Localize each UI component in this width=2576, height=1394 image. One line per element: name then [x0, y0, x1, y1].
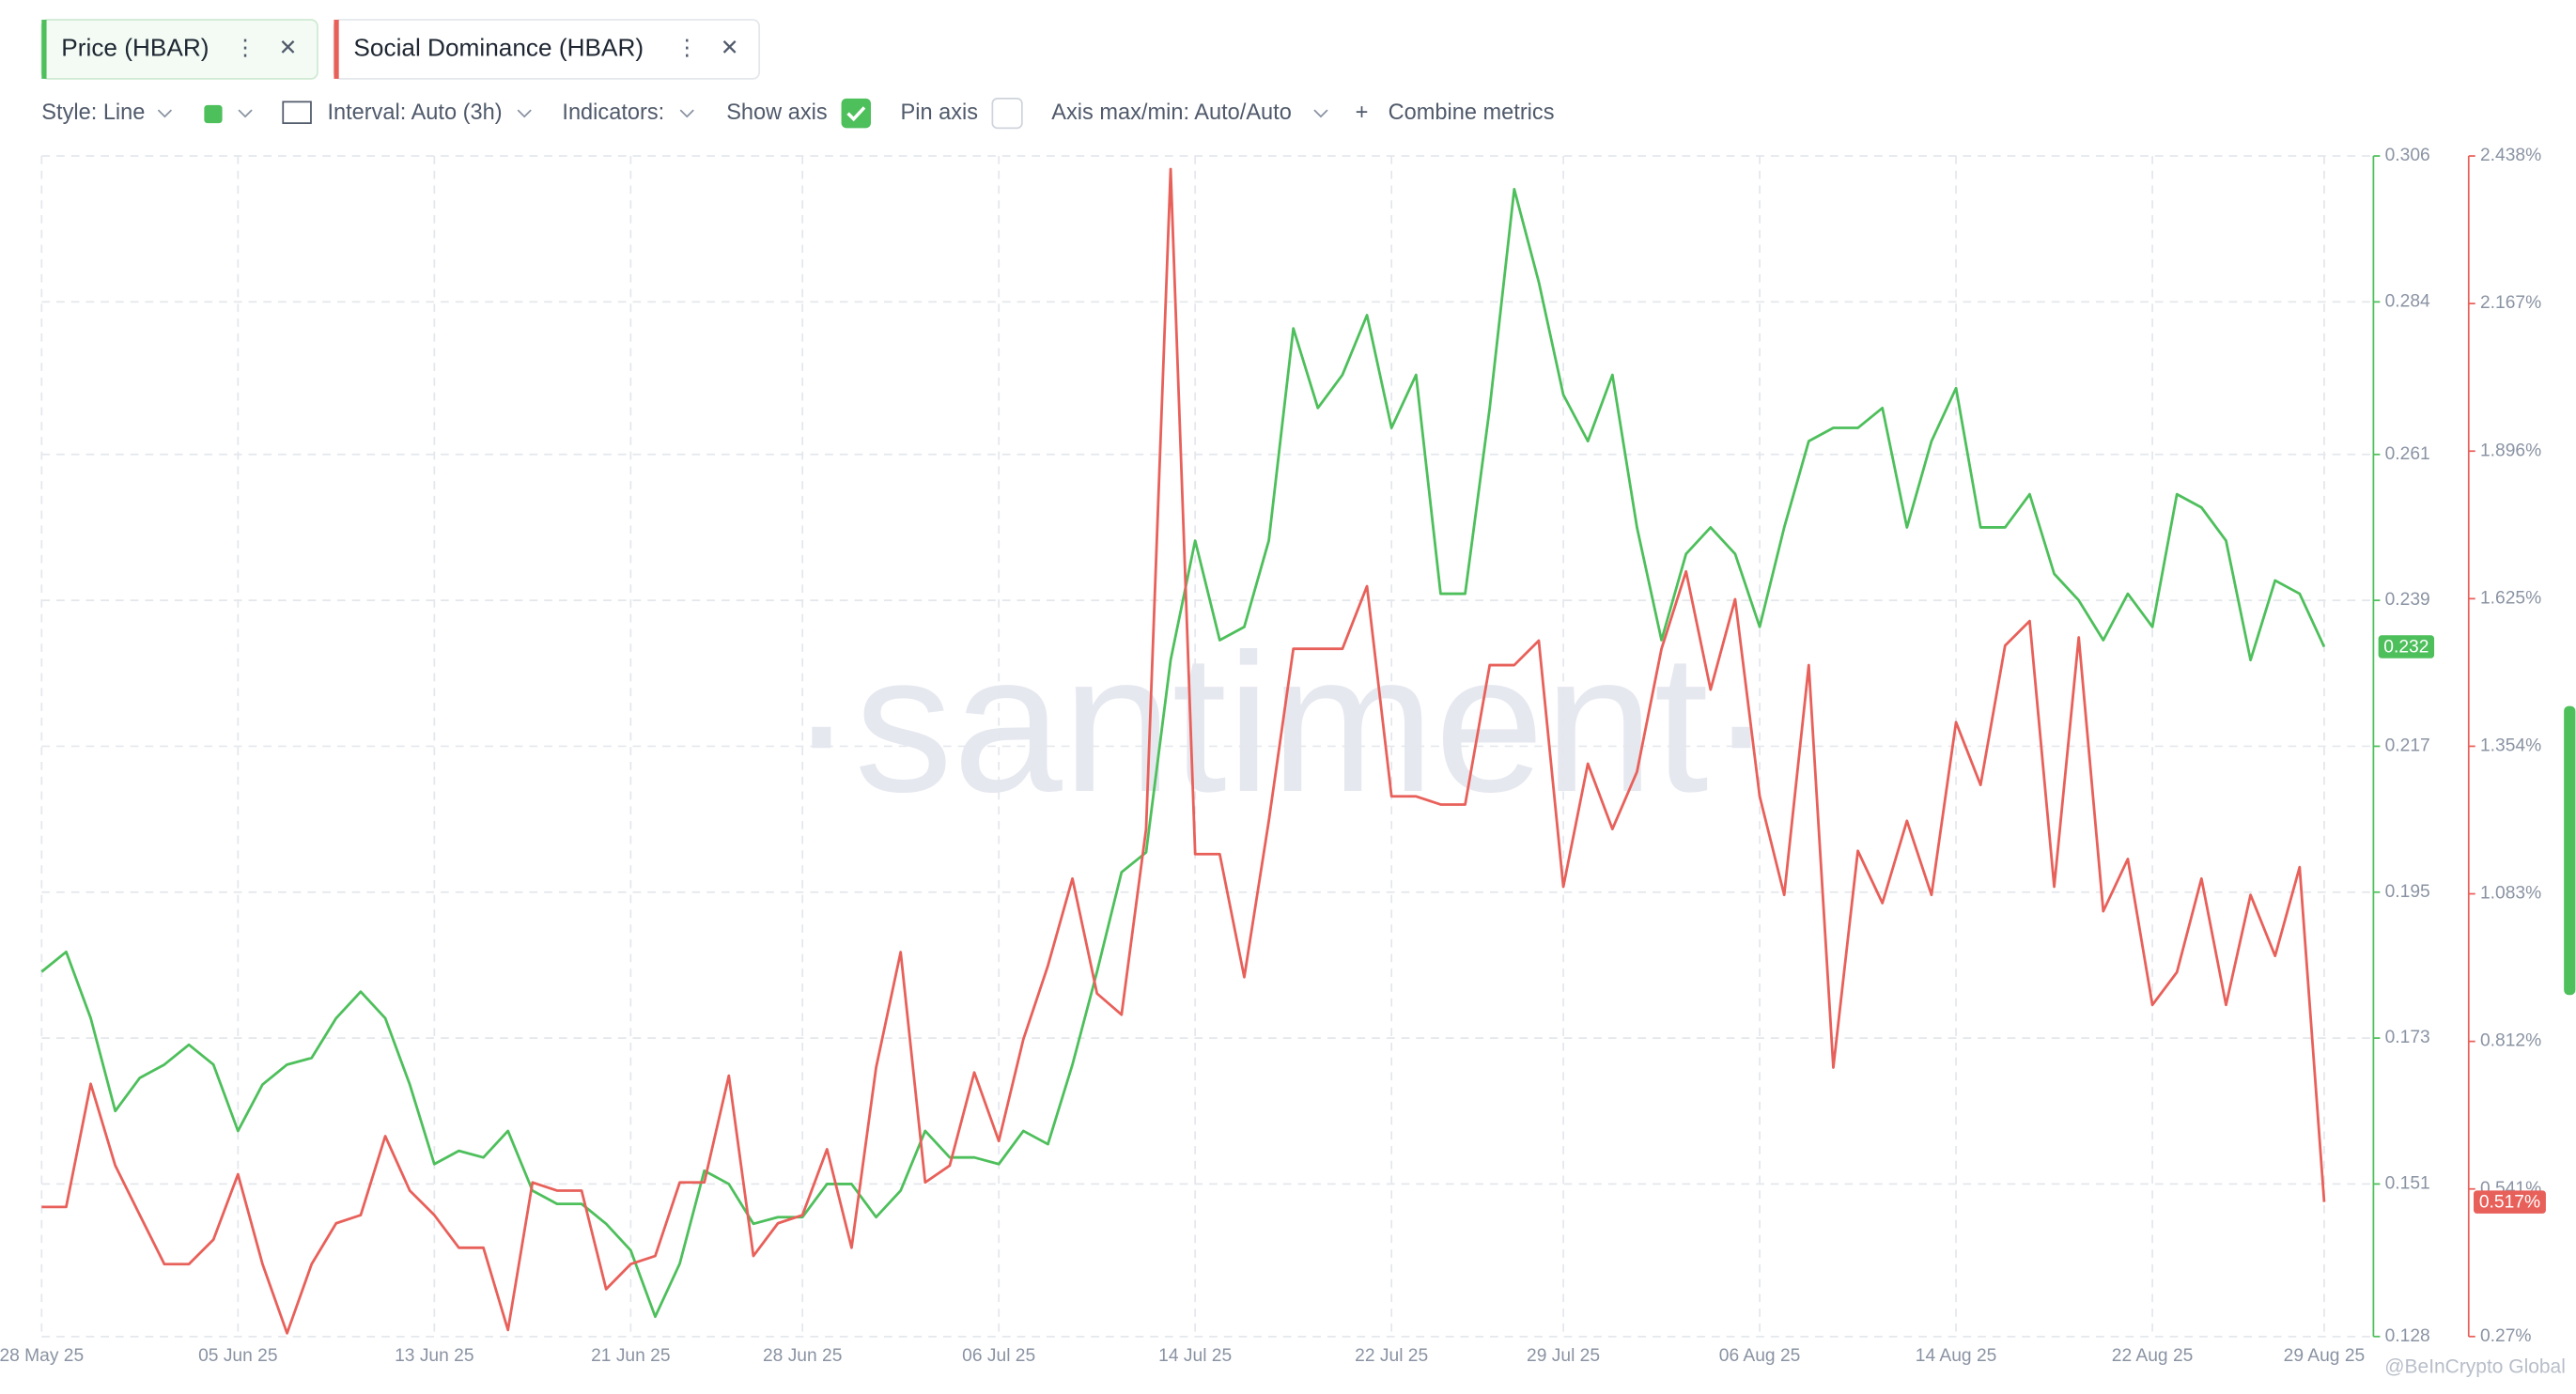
- pin-axis-control[interactable]: Pin axis: [900, 100, 978, 124]
- y2-tick-label: 1.896%: [2480, 441, 2541, 460]
- x-tick-label: 22 Jul 25: [1355, 1346, 1428, 1366]
- y2-tick-label: 0.812%: [2480, 1031, 2541, 1051]
- y-tick-label: 0.306: [2385, 146, 2430, 165]
- last-value-label: 0.232: [2383, 637, 2429, 657]
- y-tick-label: 0.217: [2385, 736, 2430, 756]
- toolbar: Style: Line Interval: Auto (3h) Indicato…: [41, 98, 1555, 130]
- y-tick-label: 0.261: [2385, 444, 2430, 464]
- chevron: [517, 109, 532, 118]
- credit: @BeInCrypto Global: [2384, 1356, 2566, 1378]
- y2-tick-label: 1.083%: [2480, 884, 2541, 904]
- tab-accent: [334, 19, 339, 79]
- tab-menu[interactable]: ⋮: [675, 36, 698, 60]
- x-tick-label: 28 Jun 25: [763, 1346, 842, 1366]
- y-tick-label: 0.128: [2385, 1326, 2430, 1346]
- show-axis-control[interactable]: Show axis: [726, 100, 827, 124]
- last-value-badge: [2474, 1190, 2546, 1214]
- y2-tick-label: 2.167%: [2480, 293, 2541, 313]
- tab-label: Price (HBAR): [61, 33, 209, 61]
- x-tick-label: 05 Jun 25: [198, 1346, 277, 1366]
- checkbox[interactable]: [991, 98, 1023, 130]
- tab-close[interactable]: ✕: [721, 36, 739, 60]
- color-swatch[interactable]: [204, 104, 223, 124]
- x-tick-label: 06 Jul 25: [962, 1346, 1035, 1366]
- series-line: [41, 167, 2326, 1335]
- chevron: [157, 109, 173, 118]
- axis-maxmin-control[interactable]: Axis max/min: Auto/Auto: [1051, 100, 1292, 124]
- combine-control[interactable]: Combine metrics: [1389, 100, 1555, 124]
- x-tick-label: 22 Aug 25: [2112, 1346, 2194, 1366]
- last-value-label: 0.517%: [2479, 1193, 2540, 1213]
- x-tick-label: 28 May 25: [0, 1346, 84, 1366]
- chevron: [1313, 109, 1328, 118]
- y-tick-label: 0.239: [2385, 590, 2430, 610]
- checkbox-checked[interactable]: [841, 98, 872, 129]
- indicators-control[interactable]: Indicators:: [562, 100, 664, 124]
- tab-label: Social Dominance (HBAR): [353, 33, 644, 61]
- chevron: [679, 109, 694, 118]
- y2-tick-label: 2.438%: [2480, 146, 2541, 165]
- plot: 28 May 25 05 Jun 25 13 Jun 25 21 Jun 25 28 J…: [0, 146, 2546, 1366]
- x-tick-label: 13 Jun 25: [395, 1346, 473, 1366]
- checkmark: [846, 106, 866, 122]
- series-line: [40, 187, 2326, 1319]
- tab-close[interactable]: ✕: [279, 36, 298, 60]
- y2-tick-label: 1.354%: [2480, 736, 2541, 756]
- tabs: Price (HBAR) ⋮ ✕ Social Dominance (HBAR)…: [40, 19, 761, 80]
- x-tick-label: 06 Aug 25: [1719, 1346, 1801, 1366]
- x-tick-label: 29 Aug 25: [2284, 1346, 2366, 1366]
- y-tick-label: 0.151: [2385, 1174, 2430, 1194]
- plus-icon: +: [1356, 100, 1369, 124]
- x-tick-label: 14 Jul 25: [1158, 1346, 1232, 1366]
- x-tick-label: 21 Jun 25: [591, 1346, 670, 1366]
- tab-menu[interactable]: ⋮: [234, 36, 256, 60]
- scroll-handle[interactable]: [2564, 705, 2576, 996]
- tab-social[interactable]: [333, 19, 761, 80]
- chevron: [238, 109, 253, 118]
- style-control[interactable]: Style: Line: [41, 100, 145, 124]
- interval-icon: [282, 101, 312, 124]
- x-tick-label: 14 Aug 25: [1916, 1346, 1997, 1366]
- y-tick-label: 0.284: [2385, 291, 2430, 311]
- interval-control[interactable]: Interval: Auto (3h): [327, 100, 502, 124]
- tab-accent: [41, 19, 47, 79]
- y-tick-label: 0.173: [2385, 1028, 2430, 1047]
- y2-tick-label: 1.625%: [2480, 588, 2541, 608]
- y2-tick-label: 0.27%: [2480, 1326, 2532, 1346]
- y-tick-label: 0.195: [2385, 882, 2430, 902]
- x-tick-label: 29 Jul 25: [1527, 1346, 1600, 1366]
- last-value-badge: [2378, 635, 2435, 658]
